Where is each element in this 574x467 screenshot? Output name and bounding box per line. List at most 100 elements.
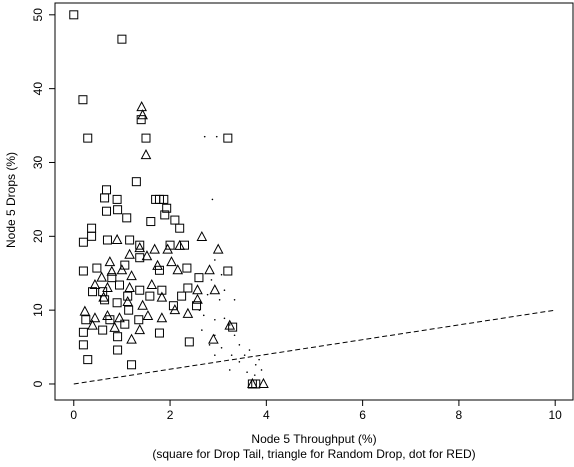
dot-point — [233, 299, 236, 301]
triangle-point — [172, 264, 184, 275]
triangle-point — [162, 243, 173, 254]
dot-point — [228, 369, 231, 371]
dot-point — [201, 329, 203, 331]
triangle-point — [79, 305, 91, 316]
square-point — [170, 215, 180, 225]
square-point — [145, 291, 155, 301]
square-point — [223, 266, 233, 276]
triangle-point — [258, 377, 269, 388]
triangle-point — [137, 109, 148, 120]
square-point — [184, 337, 194, 347]
triangle-point — [126, 270, 137, 281]
square-point — [131, 177, 141, 187]
triangle-point — [146, 278, 158, 290]
caption: (square for Drop Tail, triangle for Rand… — [152, 447, 475, 461]
square-point — [183, 283, 193, 293]
square-point — [168, 301, 178, 311]
square-point — [83, 355, 93, 365]
square-point — [88, 287, 98, 297]
dot-point — [260, 369, 263, 371]
triangle-point — [208, 333, 219, 344]
square-point — [160, 210, 170, 220]
plot-frame — [54, 2, 574, 401]
square-point — [115, 280, 125, 290]
square-point — [154, 265, 164, 275]
dot-point — [215, 135, 218, 138]
dot-point — [230, 354, 233, 356]
triangle-point — [196, 230, 208, 242]
square-point — [98, 325, 108, 335]
square-point — [159, 194, 169, 204]
dot-point — [243, 354, 246, 356]
square-point — [117, 34, 127, 44]
triangle-point — [209, 284, 221, 295]
square-point — [125, 235, 135, 245]
triangle-point — [89, 312, 101, 323]
square-point — [83, 133, 93, 143]
triangle-point — [87, 319, 98, 330]
dot-point — [223, 289, 226, 292]
x-tick-label: 8 — [456, 408, 463, 422]
square-point — [251, 379, 261, 389]
x-axis-label: Node 5 Throughput (%) — [251, 432, 376, 446]
square-point — [102, 206, 112, 216]
reference-line — [73, 309, 556, 385]
y-tick-label: 10 — [31, 303, 45, 317]
dot-point — [258, 358, 260, 361]
dot-point — [233, 334, 236, 337]
triangle-point — [140, 149, 152, 160]
triangle-point — [89, 278, 101, 290]
square-point — [87, 223, 97, 233]
triangle-point — [136, 101, 147, 112]
triangle-point — [102, 281, 113, 292]
square-point — [78, 340, 88, 350]
x-tick-label: 2 — [167, 408, 174, 422]
square-point — [228, 322, 238, 332]
triangle-point — [96, 271, 108, 282]
square-point — [113, 332, 123, 342]
triangle-point — [111, 233, 123, 245]
dot-point — [248, 349, 251, 351]
y-axis-label: Node 5 Drops (%) — [4, 152, 18, 248]
triangle-point — [126, 333, 137, 344]
square-point — [122, 213, 132, 223]
dot-point — [253, 374, 256, 376]
square-point — [192, 301, 202, 311]
triangle-point — [116, 264, 128, 275]
triangle-point — [114, 312, 125, 323]
dot-point — [203, 135, 206, 138]
triangle-point — [182, 307, 194, 318]
square-point — [92, 263, 102, 273]
triangle-point — [169, 304, 181, 315]
dot-point — [254, 363, 257, 366]
y-tick-label: 50 — [31, 8, 45, 22]
square-point — [127, 360, 137, 370]
dot-point — [208, 344, 211, 346]
triangle-point — [212, 243, 224, 254]
triangle-point — [104, 256, 116, 267]
triangle-point — [102, 309, 113, 321]
square-point — [223, 133, 233, 143]
square-point — [78, 237, 88, 247]
square-point — [112, 298, 122, 308]
triangle-point — [124, 281, 135, 292]
x-tick-label: 6 — [359, 408, 366, 422]
y-tick-label: 30 — [31, 155, 45, 169]
dot-point — [220, 347, 223, 349]
square-point — [134, 315, 144, 325]
dot-point — [206, 293, 209, 296]
square-point — [136, 115, 146, 125]
dot-point — [211, 198, 214, 201]
square-point — [146, 217, 156, 227]
triangle-point — [192, 293, 203, 304]
square-point — [177, 291, 187, 301]
y-tick-label: 0 — [31, 380, 45, 387]
dot-point — [210, 279, 213, 281]
square-point — [102, 235, 112, 245]
dot-point — [238, 361, 241, 363]
x-tick-label: 10 — [549, 408, 563, 422]
triangle-point — [142, 309, 154, 321]
square-point — [78, 95, 88, 105]
x-tick-label: 0 — [70, 408, 77, 422]
